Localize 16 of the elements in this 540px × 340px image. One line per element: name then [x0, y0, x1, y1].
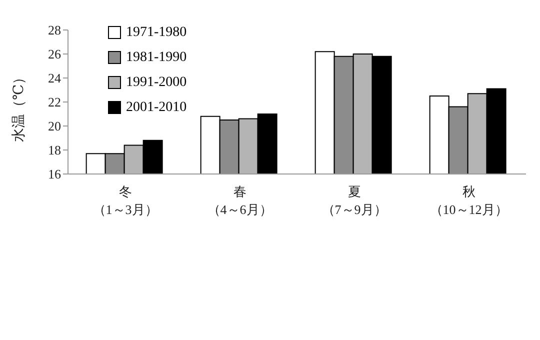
legend-label: 2001-2010 [126, 100, 187, 116]
y-tick-label: 16 [48, 166, 62, 182]
legend-label: 1991-2000 [126, 74, 187, 90]
x-tick-label: 秋（10～12月） [430, 184, 508, 217]
y-tick-label: 20 [48, 118, 61, 134]
x-tick-label: 春（4～6月） [207, 184, 272, 217]
y-axis-title: 水温（℃） [10, 70, 27, 142]
y-tick-label: 22 [48, 94, 61, 110]
x-tick-label: 夏（7～9月） [322, 184, 387, 217]
x-tick-label: 冬（1～3月） [92, 184, 158, 217]
y-tick-label: 26 [48, 46, 62, 62]
legend-label: 1981-1990 [126, 50, 187, 66]
legend-label: 1971-1980 [126, 24, 187, 40]
y-tick-label: 18 [48, 142, 61, 158]
y-tick-label: 24 [48, 70, 62, 86]
y-tick-label: 28 [48, 22, 61, 38]
